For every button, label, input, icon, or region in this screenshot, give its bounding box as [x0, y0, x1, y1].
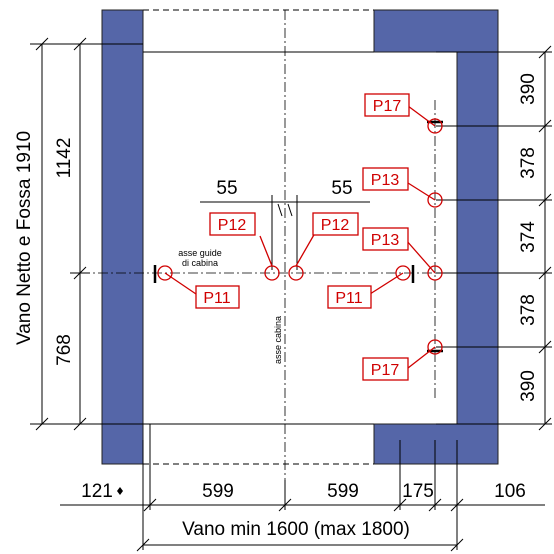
right-dimension-390-top: 390 [518, 73, 539, 105]
p11-left-box [195, 285, 240, 309]
point-markers [153, 105, 443, 369]
right-dimension-378-lower: 378 [518, 294, 539, 326]
p12-right-box [312, 212, 359, 236]
bottom-dimension-106: 106 [494, 481, 526, 502]
vano-dimension: Vano min 1600 (max 1800) [182, 519, 410, 540]
p17-bottom-box [362, 357, 409, 381]
bottom-dimension-599-right: 599 [327, 481, 359, 502]
left-wall-bottom [101, 423, 144, 465]
upper-left-dimension: 1142 [54, 138, 75, 179]
guide-axis-label-line1: asse guide [178, 248, 222, 258]
bottom-dimension-175: 175 [402, 481, 434, 502]
vertical-total-dimension: Vano Netto e Fossa 1910 [14, 131, 35, 345]
p13-upper-box [362, 167, 409, 191]
right-dimension-374: 374 [518, 221, 539, 253]
bottom-dimension-121: 121 [81, 481, 113, 502]
guide-axis-label-line2: di cabina [182, 258, 218, 268]
gap-dimension-right: 55 [331, 178, 352, 199]
p13-lower-box [362, 227, 409, 251]
p17-bottom-label: P17 [371, 362, 400, 379]
gap-dimensions [200, 195, 370, 270]
left-wall [101, 9, 144, 425]
right-dimension-390-bottom: 390 [518, 370, 539, 402]
left-dimensions [30, 37, 143, 431]
p12-left-label: P12 [218, 217, 247, 234]
walls [101, 9, 499, 465]
p17-top-box [364, 93, 410, 117]
p11-left-label: P11 [203, 290, 230, 307]
gap-dimension-left: 55 [216, 178, 237, 199]
p11-right-box [327, 285, 372, 309]
lower-left-dimension: 768 [54, 334, 75, 366]
p13-upper-label: P13 [371, 172, 400, 189]
p11-right-label: P11 [335, 290, 362, 307]
right-dimension-378-upper: 378 [518, 147, 539, 179]
cabin-axis-label: asse cabina [273, 316, 283, 364]
p12-left-box [209, 212, 256, 236]
p17-top-label: P17 [373, 98, 402, 115]
p12-right-label: P12 [321, 217, 350, 234]
bottom-dimensions [60, 440, 545, 552]
p13-lower-label: P13 [371, 232, 400, 249]
right-dimensions [436, 45, 552, 431]
bottom-dimension-599-left: 599 [202, 481, 234, 502]
